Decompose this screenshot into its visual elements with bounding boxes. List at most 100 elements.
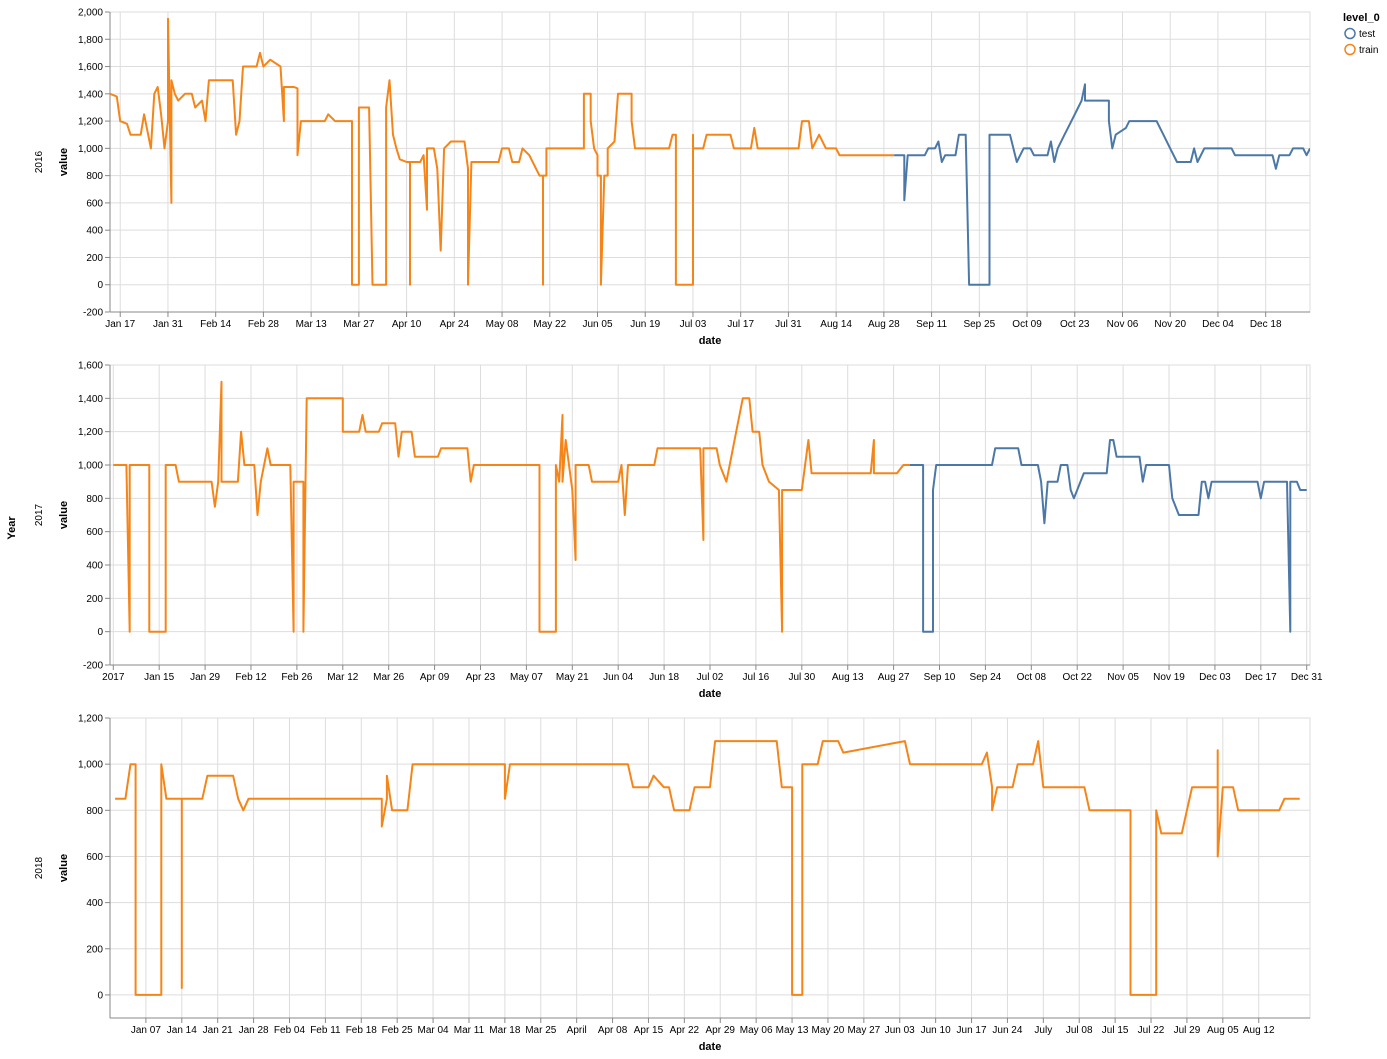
- x-tick-label: April: [567, 1025, 587, 1036]
- x-tick-label: Nov 19: [1153, 672, 1185, 683]
- x-tick-label: Jan 21: [203, 1025, 233, 1036]
- x-tick-label: Mar 11: [454, 1025, 485, 1036]
- x-tick-label: Oct 23: [1060, 319, 1090, 330]
- x-tick-label: Jan 17: [105, 319, 135, 330]
- x-tick-label: Sep 25: [963, 319, 995, 330]
- legend-label-train: train: [1359, 45, 1378, 56]
- x-tick-label: Feb 04: [274, 1025, 306, 1036]
- x-tick-label: Apr 09: [420, 672, 450, 683]
- x-tick-label: May 22: [533, 319, 566, 330]
- y-tick-label: 1,800: [78, 35, 103, 46]
- x-tick-label: Apr 23: [466, 672, 496, 683]
- x-tick-label: Apr 22: [670, 1025, 700, 1036]
- legend: level_0 test train: [1343, 12, 1380, 56]
- x-tick-label: Nov 20: [1154, 319, 1186, 330]
- x-axis-title: date: [699, 335, 722, 347]
- y-tick-label: 800: [86, 806, 103, 817]
- x-tick-label: Mar 13: [296, 319, 328, 330]
- y-tick-label: 1,000: [78, 461, 103, 472]
- x-tick-label: May 08: [486, 319, 519, 330]
- y-tick-label: 200: [86, 594, 103, 605]
- panel-2016: -200 0 200 400 600 800 1,000 1,200 1,400 1,600 1,8…: [34, 8, 1311, 347]
- y-tick-label: 1,400: [78, 394, 103, 405]
- x-tick-label: Feb 12: [235, 672, 267, 683]
- x-tick-label: Feb 25: [382, 1025, 414, 1036]
- legend-item-test: test: [1344, 27, 1375, 40]
- x-tick-label: Sep 24: [970, 672, 1002, 683]
- x-tick-label: Mar 26: [373, 672, 405, 683]
- legend-symbol-test: [1344, 27, 1356, 40]
- y-tick-label: 1,600: [78, 62, 103, 73]
- series-line-test: [910, 439, 1307, 633]
- x-tick-label: Jun 17: [957, 1025, 987, 1036]
- x-tick-label: Jul 15: [1102, 1025, 1129, 1036]
- x-tick-label: Apr 29: [706, 1025, 736, 1036]
- facet-label: 2016: [34, 150, 45, 173]
- series-line-train: [113, 380, 910, 633]
- x-tick-label: Apr 08: [598, 1025, 628, 1036]
- x-tick-label: Feb 14: [200, 319, 232, 330]
- y-tick-label: 600: [86, 527, 103, 538]
- x-tick-label: Jan 31: [153, 319, 183, 330]
- y-axis-title: value: [58, 854, 70, 882]
- x-tick-label: May 20: [812, 1025, 845, 1036]
- x-tick-label: Oct 22: [1062, 672, 1092, 683]
- y-tick-label: 600: [86, 852, 103, 863]
- x-tick-label: Jan 14: [167, 1025, 197, 1036]
- y-axis-title: value: [58, 501, 70, 529]
- y-axis-title: value: [58, 148, 70, 176]
- x-tick-label: Jun 10: [921, 1025, 951, 1036]
- x-tick-label: May 07: [510, 672, 543, 683]
- x-tick-label: Apr 24: [440, 319, 470, 330]
- x-tick-label: Jun 18: [649, 672, 679, 683]
- x-tick-label: Oct 08: [1017, 672, 1047, 683]
- x-tick-label: 2017: [102, 672, 125, 683]
- x-tick-label: Aug 05: [1207, 1025, 1239, 1036]
- plot-frame: [109, 11, 1311, 313]
- y-tick-label: 1,200: [78, 714, 103, 725]
- x-tick-label: Feb 26: [281, 672, 313, 683]
- x-tick-label: Jul 02: [697, 672, 724, 683]
- facet-label: 2018: [34, 856, 45, 879]
- y-tick-label: 400: [86, 226, 103, 237]
- facet-panels: -200 0 200 400 600 800 1,000 1,200 1,400 1,600 1,8…: [34, 8, 1323, 1054]
- x-tick-label: Sep 10: [924, 672, 956, 683]
- x-tick-label: Oct 09: [1012, 319, 1042, 330]
- x-tick-label: Aug 12: [1243, 1025, 1275, 1036]
- x-tick-label: Jul 03: [680, 319, 707, 330]
- x-tick-label: Aug 27: [878, 672, 910, 683]
- x-tick-label: Dec 18: [1250, 319, 1282, 330]
- x-tick-label: Dec 31: [1291, 672, 1323, 683]
- y-tick-label: 0: [97, 280, 103, 291]
- legend-item-train: train: [1344, 43, 1378, 56]
- x-tick-label: Dec 17: [1245, 672, 1277, 683]
- x-tick-label: Nov 06: [1107, 319, 1139, 330]
- x-tick-label: May 21: [556, 672, 589, 683]
- series-line-train: [115, 740, 1300, 996]
- panel-2017: -200 0 200 400 600 800 1,000 1,200 1,400 1,600 201…: [34, 361, 1323, 701]
- x-tick-label: Sep 11: [916, 319, 947, 330]
- y-tick-label: 600: [86, 198, 103, 209]
- x-tick-label: Jun 04: [603, 672, 633, 683]
- x-tick-label: Jun 19: [630, 319, 660, 330]
- series-line-train: [110, 17, 895, 286]
- x-tick-label: Mar 25: [525, 1025, 557, 1036]
- y-tick-label: 1,000: [78, 760, 103, 771]
- panel-2018: 0 200 400 600 800 1,000 1,200 Jan 07 Jan 14 Jan 2…: [34, 714, 1311, 1053]
- x-tick-label: Apr 15: [634, 1025, 664, 1036]
- x-tick-label: Jul 22: [1138, 1025, 1165, 1036]
- row-header: Year: [6, 516, 18, 540]
- x-tick-label: Jul 16: [743, 672, 770, 683]
- y-tick-label: 400: [86, 561, 103, 572]
- x-tick-label: Nov 05: [1107, 672, 1139, 683]
- y-tick-label: 1,400: [78, 89, 103, 100]
- y-tick-label: 800: [86, 171, 103, 182]
- x-tick-label: Feb 28: [248, 319, 280, 330]
- x-tick-label: Jan 29: [190, 672, 220, 683]
- y-tick-label: 400: [86, 898, 103, 909]
- x-tick-label: July: [1034, 1025, 1052, 1036]
- x-tick-label: May 06: [740, 1025, 773, 1036]
- x-tick-label: Dec 03: [1199, 672, 1231, 683]
- x-tick-label: Dec 04: [1202, 319, 1234, 330]
